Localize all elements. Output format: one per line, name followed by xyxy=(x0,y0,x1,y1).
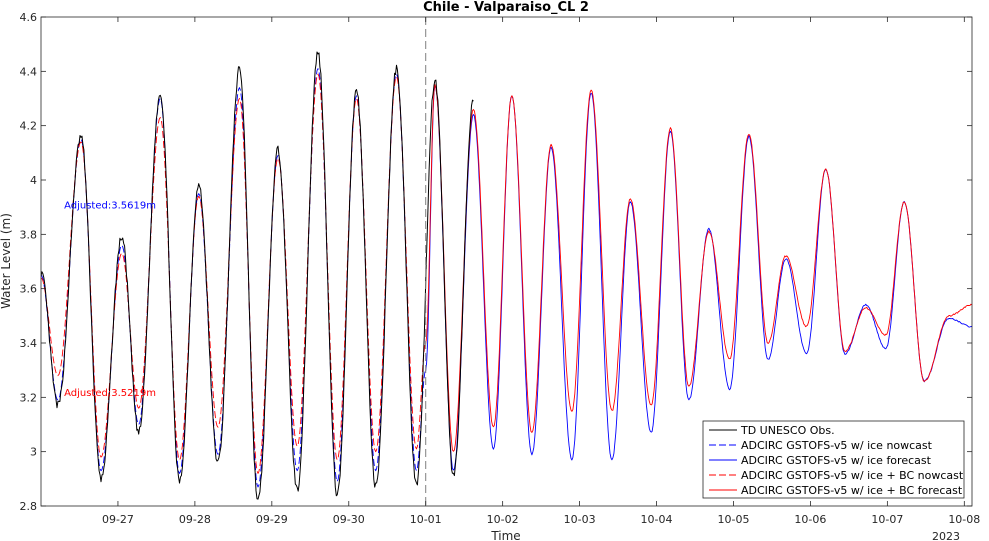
x-tick-label: 10-02 xyxy=(487,513,519,526)
y-tick-label: 3.4 xyxy=(20,337,38,350)
x-tick-label: 09-30 xyxy=(333,513,365,526)
y-tick-label: 3.8 xyxy=(20,228,38,241)
legend-label: ADCIRC GSTOFS-v5 w/ ice forecast xyxy=(741,454,932,467)
y-tick-label: 3 xyxy=(30,446,37,459)
x-tick-label: 10-08 xyxy=(948,513,980,526)
y-tick-label: 4 xyxy=(30,174,37,187)
legend-label: ADCIRC GSTOFS-v5 w/ ice + BC forecast xyxy=(741,484,963,497)
y-tick-label: 4.4 xyxy=(20,65,38,78)
x-tick-label: 10-01 xyxy=(410,513,442,526)
x-axis-label: Time xyxy=(490,529,520,541)
x-tick-label: 09-27 xyxy=(102,513,134,526)
x-tick-label: 10-06 xyxy=(794,513,826,526)
y-tick-label: 2.8 xyxy=(20,500,38,513)
legend-label: ADCIRC GSTOFS-v5 w/ ice nowcast xyxy=(741,439,933,452)
y-axis-label: Water Level (m) xyxy=(0,213,13,309)
x-tick-label: 10-03 xyxy=(564,513,596,526)
y-tick-label: 4.6 xyxy=(20,11,38,24)
x-tick-label: 10-05 xyxy=(717,513,749,526)
annotations: Adjusted:3.5619m Adjusted:3.5219m xyxy=(64,200,156,398)
x-tick-label: 10-07 xyxy=(871,513,903,526)
series-line-4 xyxy=(425,84,972,452)
legend-label: TD UNESCO Obs. xyxy=(740,424,835,437)
legend-label: ADCIRC GSTOFS-v5 w/ ice + BC nowcast xyxy=(741,469,964,482)
x-tick-label: 09-28 xyxy=(179,513,211,526)
series-line-0 xyxy=(41,51,474,500)
x-tick-label: 09-29 xyxy=(256,513,288,526)
adjusted-annotation: Adjusted:3.5219m xyxy=(64,388,156,399)
chart-title: Chile - Valparaiso_CL 2 xyxy=(423,0,589,15)
x-tick-label: 10-04 xyxy=(641,513,673,526)
legend: TD UNESCO Obs. ADCIRC GSTOFS-v5 w/ ice no… xyxy=(702,420,965,499)
series-layer xyxy=(41,51,972,500)
y-tick-label: 3.2 xyxy=(20,391,38,404)
y-tick-label: 4.2 xyxy=(20,120,38,133)
y-tick-label: 3.6 xyxy=(20,283,38,296)
axes-box xyxy=(40,16,973,507)
axes: 2.8 3 3.2 3.4 3.6 3.8 4 4.2 4.4 4.6 09-27 09-28 09-2… xyxy=(20,11,981,526)
adjusted-annotation: Adjusted:3.5619m xyxy=(64,200,156,211)
year-label: 2023 xyxy=(932,530,960,541)
legend-box xyxy=(702,420,965,499)
